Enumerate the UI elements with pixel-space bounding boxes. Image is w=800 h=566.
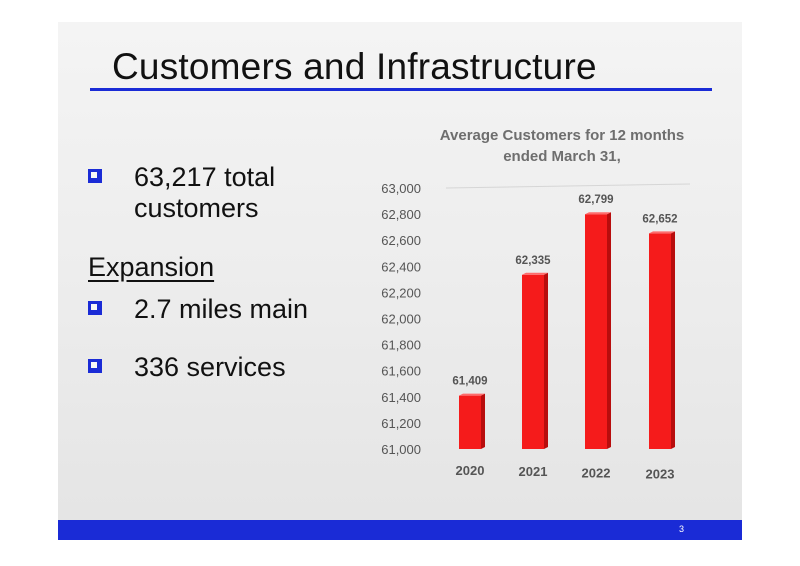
bar-side-face [671, 231, 675, 449]
bar-side-face [607, 212, 611, 449]
bar-2020 [459, 395, 481, 449]
expansion-heading: Expansion [88, 252, 215, 282]
bullet-text: 336 services [134, 352, 286, 382]
title-underline [90, 88, 712, 91]
footer-bar [58, 520, 742, 540]
x-tick-label: 2020 [456, 463, 485, 478]
slide-title: Customers and Infrastructure [112, 46, 597, 87]
x-tick-label: 2021 [519, 464, 548, 479]
data-label: 62,799 [578, 194, 613, 206]
bullet-text: 2.7 miles main [134, 294, 309, 324]
checkbox-bullet-icon [88, 359, 102, 373]
bar-2021 [522, 274, 544, 449]
bar-top-face [649, 231, 675, 234]
slide: Customers and Infrastructure 63,217 tota… [58, 22, 742, 540]
chart-gridline-top [445, 183, 691, 189]
bullet-text-line-1: 63,217 total [134, 162, 276, 192]
y-tick-label: 62,600 [381, 233, 421, 248]
y-tick-label: 63,000 [381, 181, 421, 196]
data-label: 61,409 [452, 376, 487, 388]
y-tick-label: 62,800 [381, 207, 421, 222]
data-label: 62,652 [642, 213, 677, 225]
y-tick-label: 61,200 [381, 416, 421, 431]
bar-side-face [544, 272, 548, 449]
data-label: 62,335 [515, 255, 551, 267]
bullet-text-line-2: customers [134, 193, 259, 223]
chart-title-line: Average Customers for 12 months [440, 127, 685, 144]
bar-top-face [522, 272, 548, 275]
y-tick-label: 61,600 [381, 364, 421, 379]
x-tick-label: 2023 [646, 467, 675, 482]
checkbox-bullet-icon [88, 169, 102, 183]
y-tick-label: 62,000 [381, 312, 421, 327]
chart-title-line: ended March 31, [503, 148, 621, 165]
bar-top-face [585, 212, 611, 215]
y-tick-label: 62,200 [381, 285, 421, 300]
y-tick-label: 61,000 [381, 442, 421, 457]
bar-top-face [459, 393, 485, 396]
bar-side-face [481, 393, 485, 449]
bar-2023 [649, 233, 671, 449]
x-tick-label: 2022 [582, 465, 611, 480]
y-tick-label: 62,400 [381, 259, 421, 274]
y-tick-label: 61,800 [381, 338, 421, 353]
checkbox-bullet-icon [88, 301, 102, 315]
bar-2022 [585, 214, 607, 449]
page-number: 3 [678, 524, 684, 534]
y-tick-label: 61,400 [381, 390, 421, 405]
